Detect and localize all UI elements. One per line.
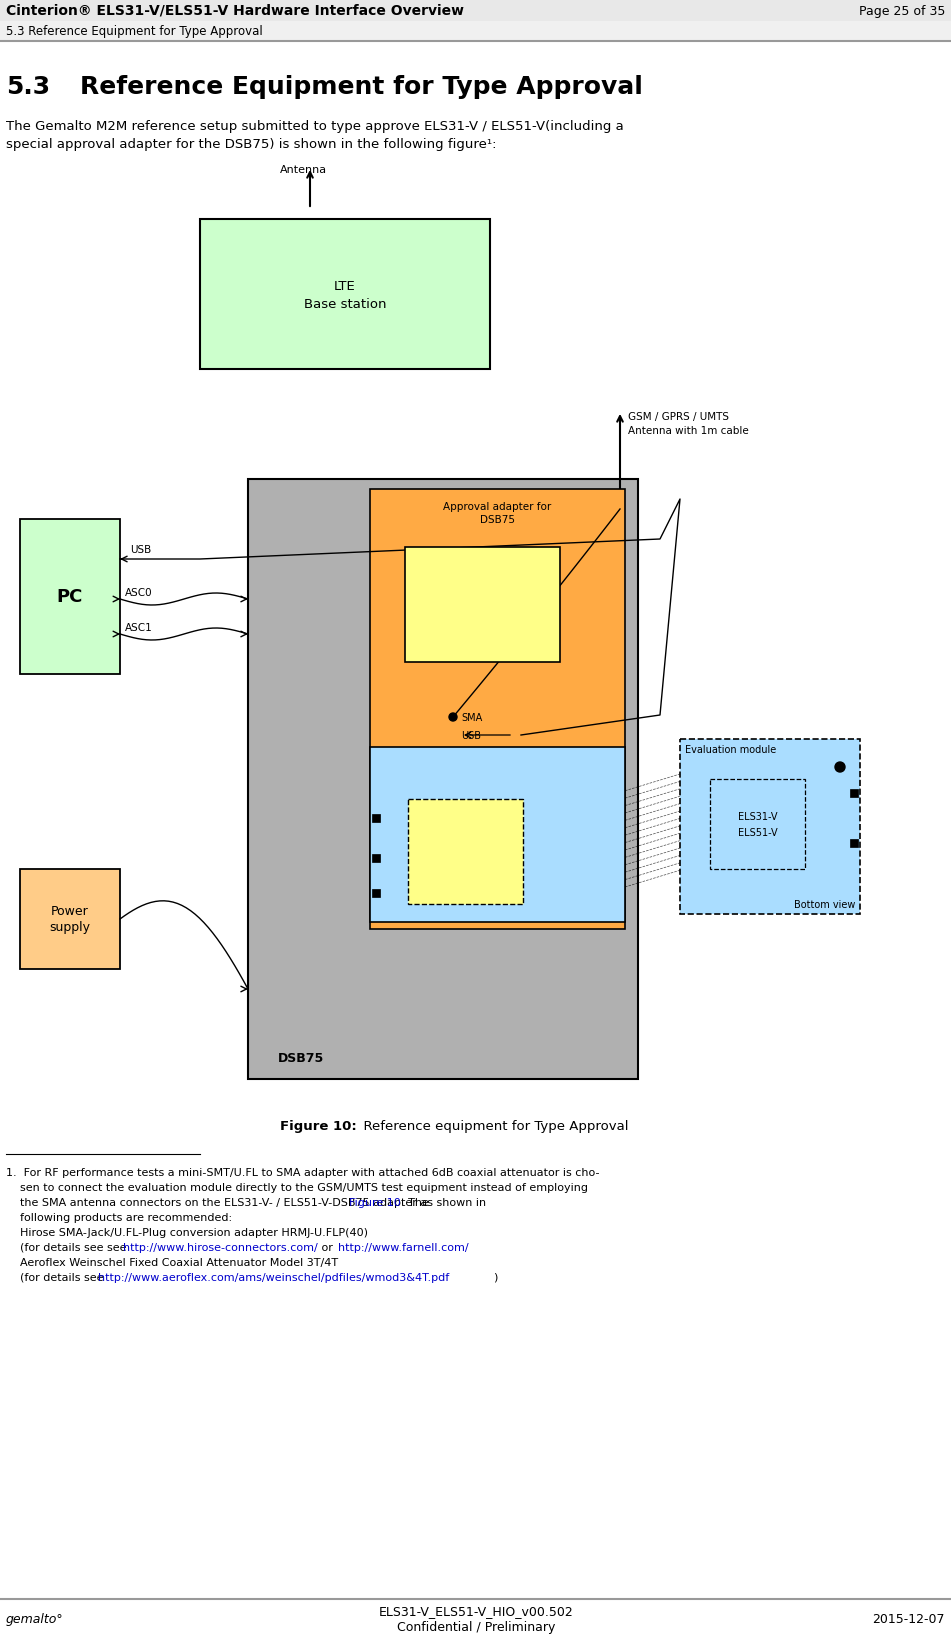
Bar xyxy=(0,0,951,21)
Bar xyxy=(850,839,858,847)
Text: the SMA antenna connectors on the ELS31-V- / ELS51-V-DSB75 adapter as shown in: the SMA antenna connectors on the ELS31-… xyxy=(6,1196,490,1208)
Text: ELS31-V_ELS51-V_HIO_v00.502: ELS31-V_ELS51-V_HIO_v00.502 xyxy=(378,1605,573,1618)
Text: http://www.hirose-connectors.com/: http://www.hirose-connectors.com/ xyxy=(123,1242,318,1252)
Text: Evaluation module: Evaluation module xyxy=(375,752,473,762)
Bar xyxy=(0,21,951,43)
Text: Evaluation module: Evaluation module xyxy=(685,744,776,754)
Bar xyxy=(200,220,490,370)
Text: DSB75: DSB75 xyxy=(278,1051,324,1064)
Text: supply: supply xyxy=(49,921,90,934)
Text: Figure 10:: Figure 10: xyxy=(280,1119,357,1133)
Text: gemalto°: gemalto° xyxy=(6,1613,64,1626)
Bar xyxy=(372,815,380,823)
Text: special approval adapter for the DSB75) is shown in the following figure¹:: special approval adapter for the DSB75) … xyxy=(6,138,496,151)
Text: Power: Power xyxy=(51,905,88,918)
Text: Approval adapter for: Approval adapter for xyxy=(443,502,552,511)
Bar xyxy=(405,547,560,662)
Text: 5.3 Reference Equipment for Type Approval: 5.3 Reference Equipment for Type Approva… xyxy=(6,26,262,38)
Text: 5.3: 5.3 xyxy=(6,75,50,98)
Bar xyxy=(850,790,858,798)
Text: Antenna: Antenna xyxy=(280,166,327,175)
Bar xyxy=(372,890,380,898)
Bar xyxy=(710,780,805,869)
Text: ELS51-V: ELS51-V xyxy=(738,828,777,838)
Text: 1.  For RF performance tests a mini-SMT/U.FL to SMA adapter with attached 6dB co: 1. For RF performance tests a mini-SMT/U… xyxy=(6,1167,599,1177)
Text: (for details see see: (for details see see xyxy=(6,1242,130,1252)
Text: USB: USB xyxy=(130,544,151,554)
Text: The Gemalto M2M reference setup submitted to type approve ELS31-V / ELS51-V(incl: The Gemalto M2M reference setup submitte… xyxy=(6,120,624,133)
Text: Cinterion® ELS31-V/ELS51-V Hardware Interface Overview: Cinterion® ELS31-V/ELS51-V Hardware Inte… xyxy=(6,3,464,18)
Bar xyxy=(372,854,380,862)
Bar xyxy=(20,869,120,969)
Text: . The: . The xyxy=(401,1196,429,1208)
Text: Figure 10: Figure 10 xyxy=(349,1196,400,1208)
Text: Antenna with 1m cable: Antenna with 1m cable xyxy=(628,426,748,436)
Text: or: or xyxy=(318,1242,337,1252)
Text: ELS31-V: ELS31-V xyxy=(738,811,777,821)
Text: Reference equipment for Type Approval: Reference equipment for Type Approval xyxy=(355,1119,629,1133)
Text: ASC0: ASC0 xyxy=(125,588,152,598)
Text: ELS51-V: ELS51-V xyxy=(442,856,489,865)
Circle shape xyxy=(449,713,457,721)
Bar xyxy=(20,520,120,675)
Text: Top view: Top view xyxy=(575,908,620,918)
Text: Aeroflex Weinschel Fixed Coaxial Attenuator Model 3T/4T: Aeroflex Weinschel Fixed Coaxial Attenua… xyxy=(6,1257,339,1267)
Text: GSM / GPRS / UMTS: GSM / GPRS / UMTS xyxy=(628,411,729,421)
Text: SMA: SMA xyxy=(461,713,482,723)
Bar xyxy=(370,490,625,929)
Text: Bottom view: Bottom view xyxy=(794,900,855,910)
Text: http://www.farnell.com/: http://www.farnell.com/ xyxy=(338,1242,469,1252)
Text: Reference Equipment for Type Approval: Reference Equipment for Type Approval xyxy=(80,75,643,98)
Bar xyxy=(408,800,523,905)
Text: SIM card: SIM card xyxy=(448,598,516,611)
Text: Hirose SMA-Jack/U.FL-Plug conversion adapter HRMJ-U.FLP(40): Hirose SMA-Jack/U.FL-Plug conversion ada… xyxy=(6,1228,368,1237)
Bar xyxy=(370,747,625,923)
Text: Base station: Base station xyxy=(303,298,386,311)
Text: DSB75: DSB75 xyxy=(480,515,515,524)
Text: ): ) xyxy=(493,1272,497,1282)
Bar xyxy=(248,480,638,1080)
Text: USB: USB xyxy=(461,731,481,741)
Text: PC: PC xyxy=(57,588,83,606)
Text: ELS31-V: ELS31-V xyxy=(442,839,489,849)
Text: 2015-12-07: 2015-12-07 xyxy=(872,1613,945,1626)
Text: sen to connect the evaluation module directly to the GSM/UMTS test equipment ins: sen to connect the evaluation module dir… xyxy=(6,1182,588,1192)
Text: ASC1: ASC1 xyxy=(125,623,153,633)
Bar xyxy=(680,739,860,915)
Text: (for details see: (for details see xyxy=(6,1272,107,1282)
Circle shape xyxy=(835,762,845,772)
Text: http://www.aeroflex.com/ams/weinschel/pdfiles/wmod3&4T.pdf: http://www.aeroflex.com/ams/weinschel/pd… xyxy=(98,1272,449,1282)
Text: Confidential / Preliminary: Confidential / Preliminary xyxy=(397,1621,555,1634)
Text: following products are recommended:: following products are recommended: xyxy=(6,1213,232,1223)
Text: LTE: LTE xyxy=(334,280,356,293)
Text: Page 25 of 35: Page 25 of 35 xyxy=(859,5,945,18)
